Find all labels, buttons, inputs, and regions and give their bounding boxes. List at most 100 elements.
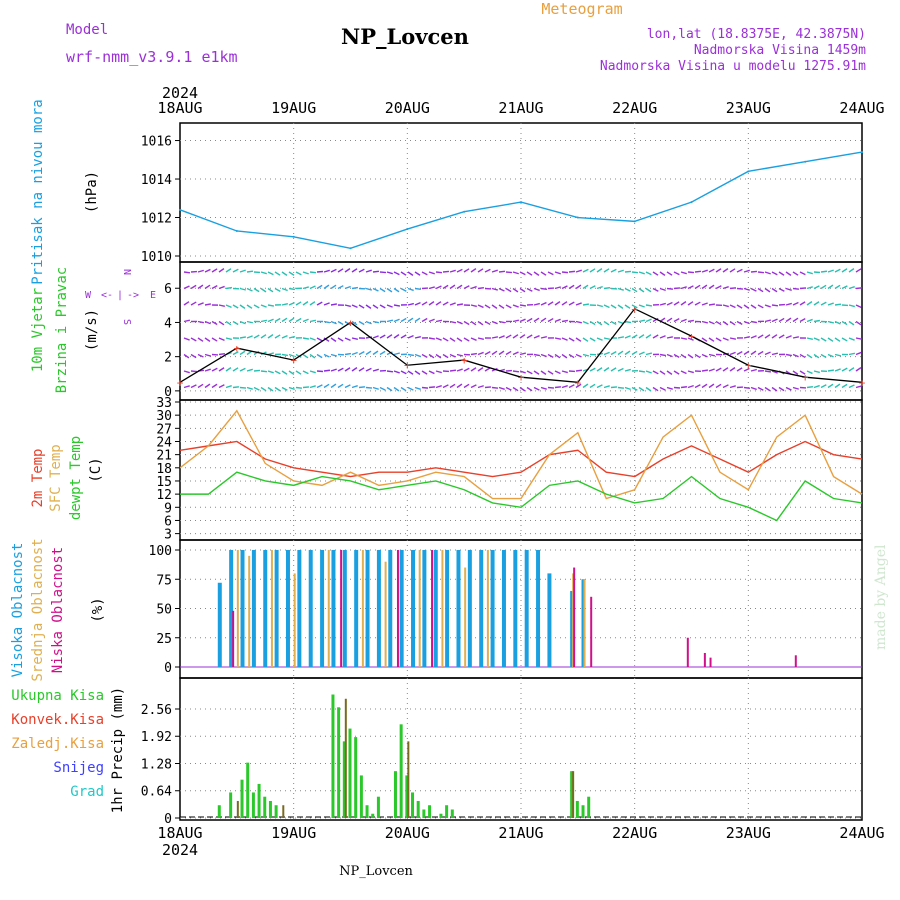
wind-barb	[617, 386, 625, 389]
wind-barb	[813, 353, 820, 359]
wind-barb	[442, 384, 449, 389]
cloud-bar-srednja-oblacnost	[384, 561, 387, 667]
pressure-point	[690, 201, 693, 204]
temperature-ytick-label: 30	[156, 409, 172, 424]
wind-barb	[729, 268, 736, 273]
cloud-bar-visoka-oblacnost	[365, 550, 370, 667]
wind-barb	[813, 285, 820, 290]
wind-barb	[372, 270, 380, 273]
wind-barb	[624, 287, 631, 292]
wind-barb	[232, 386, 240, 389]
wind-barb	[687, 337, 694, 341]
clouds-ylabel-high: Visoka Oblacnost	[10, 543, 26, 678]
wind-barb	[288, 353, 295, 358]
wind-barb	[554, 370, 561, 375]
wind-barb	[344, 268, 351, 273]
wind-barb	[225, 367, 232, 372]
wind-barb	[316, 384, 323, 389]
wind-barb	[708, 337, 715, 342]
wind-barb	[575, 383, 582, 389]
wind-barb	[561, 285, 568, 290]
wind-barb	[344, 320, 351, 326]
wind-barb	[673, 301, 680, 306]
wind-barb	[813, 301, 820, 306]
wind-barb	[778, 317, 785, 323]
wind-barb	[316, 337, 323, 342]
wind-barb	[337, 383, 344, 389]
temperature-ytick-label: 6	[164, 514, 172, 529]
wind-barb	[435, 337, 442, 341]
wind-barb	[505, 304, 512, 309]
wind-barb	[337, 320, 344, 326]
wind-point: +	[404, 359, 411, 372]
wind-barb	[218, 285, 225, 290]
wind-barb	[519, 370, 526, 374]
clouds-ytick-label: 75	[156, 573, 172, 588]
wind-barb	[694, 353, 701, 359]
wind-barb	[533, 370, 540, 375]
cloud-bar-visoka-oblacnost	[342, 550, 347, 667]
cloud-bar-srednja-oblacnost	[293, 573, 296, 667]
pressure-point	[406, 228, 409, 231]
wind-barb	[673, 353, 680, 359]
wind-barb	[568, 270, 576, 273]
wind-barb	[582, 383, 589, 389]
year-bottom: 2024	[162, 841, 198, 859]
wind-barb	[848, 384, 855, 389]
wind-barb	[631, 334, 638, 339]
wind-barb	[750, 386, 757, 391]
wind-barb	[666, 287, 674, 290]
precip-bar-ukupna-kisa	[422, 809, 426, 818]
wind-barb	[680, 318, 687, 323]
wind-barb	[421, 271, 428, 276]
day-label-top: 23AUG	[726, 99, 771, 117]
wind-barb	[316, 284, 323, 290]
wind-barb	[218, 367, 225, 372]
wind-barb	[855, 320, 862, 326]
wind-barb	[589, 285, 596, 290]
compass-e: E	[150, 290, 156, 301]
wind-barb	[652, 271, 659, 276]
wind-barb	[190, 370, 198, 373]
compass-right: ->	[127, 290, 139, 301]
wind-barb	[673, 386, 681, 389]
precip-bar-konvek-kisa	[344, 698, 347, 818]
wind-barb	[358, 320, 365, 326]
precip-bar-ukupna-kisa	[263, 796, 267, 818]
wind-barb	[666, 317, 673, 323]
wind-barb	[281, 370, 288, 375]
wind-barb	[792, 336, 800, 339]
wind-ytick-label: 0	[164, 385, 172, 400]
wind-barb	[232, 320, 239, 326]
wind-barb	[708, 320, 715, 325]
wind-barb	[659, 287, 666, 292]
wind-barb	[442, 301, 449, 306]
wind-barb	[820, 301, 827, 306]
cloud-bar-visoka-oblacnost	[251, 550, 256, 667]
precip-bar-ukupna-kisa	[342, 741, 346, 818]
wind-barb	[659, 386, 666, 391]
wind-barb	[701, 284, 708, 290]
wind-barb	[400, 271, 407, 276]
wind-barb	[302, 271, 309, 275]
wind-barb	[624, 350, 631, 356]
wind-barb	[638, 386, 645, 392]
day-label-bottom: 19AUG	[271, 824, 316, 842]
wind-barb	[526, 271, 533, 276]
wind-barb	[358, 367, 365, 372]
wind-barb	[211, 367, 218, 372]
cloud-bar-niska-oblacnost	[590, 596, 593, 667]
wind-barb	[631, 304, 638, 309]
wind-barb	[827, 284, 834, 290]
wind-ytick-label: 2	[164, 351, 172, 366]
wind-barb	[680, 337, 688, 340]
wind-barb	[316, 353, 323, 359]
wind-barb	[435, 385, 442, 389]
wind-barb	[659, 302, 666, 306]
clouds-ytick-label: 0	[164, 661, 172, 676]
wind-barb	[855, 304, 862, 309]
wind-barb	[708, 268, 715, 273]
temperature-ytick-label: 15	[156, 475, 172, 490]
wind-barb	[218, 268, 225, 273]
wind-barb	[414, 353, 421, 358]
